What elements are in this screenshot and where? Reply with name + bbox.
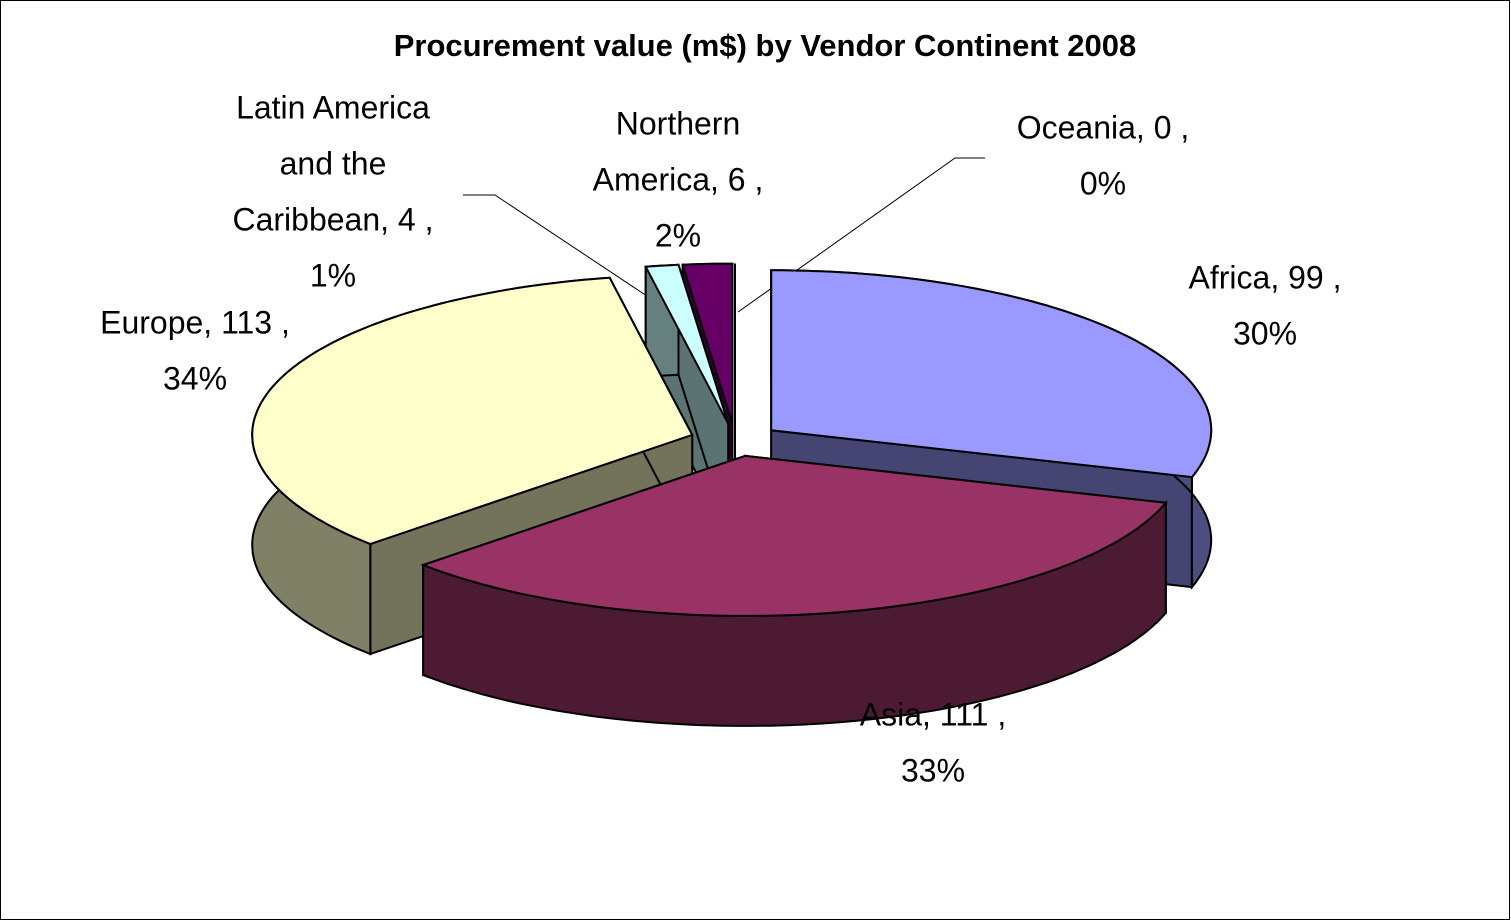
data-label: 33% xyxy=(901,752,965,788)
slice-top xyxy=(251,276,694,546)
leader-line xyxy=(737,157,985,313)
leader-line xyxy=(463,194,669,311)
data-label: America, 6 , xyxy=(593,161,764,197)
slice-top xyxy=(681,262,734,424)
data-label: and the xyxy=(280,145,387,181)
data-label: 2% xyxy=(655,217,701,253)
data-label: 0% xyxy=(1080,165,1126,201)
data-label: Oceania, 0 , xyxy=(1017,109,1190,145)
data-label: Europe, 113 , xyxy=(100,304,290,340)
data-label: Latin America xyxy=(236,89,430,125)
slice-top xyxy=(420,454,1168,617)
data-label: Caribbean, 4 , xyxy=(232,201,433,237)
data-label: 1% xyxy=(310,257,356,293)
slice-top xyxy=(644,263,730,425)
data-label: Asia, 111 , xyxy=(860,696,1006,732)
slice xyxy=(420,454,1168,727)
data-label: 30% xyxy=(1233,315,1297,351)
data-label: Northern xyxy=(616,105,741,141)
data-label: 34% xyxy=(163,360,227,396)
chart-title: Procurement value (m$) by Vendor Contine… xyxy=(394,28,1136,63)
slice-top xyxy=(770,269,1213,479)
data-label: Africa, 99 , xyxy=(1189,259,1342,295)
